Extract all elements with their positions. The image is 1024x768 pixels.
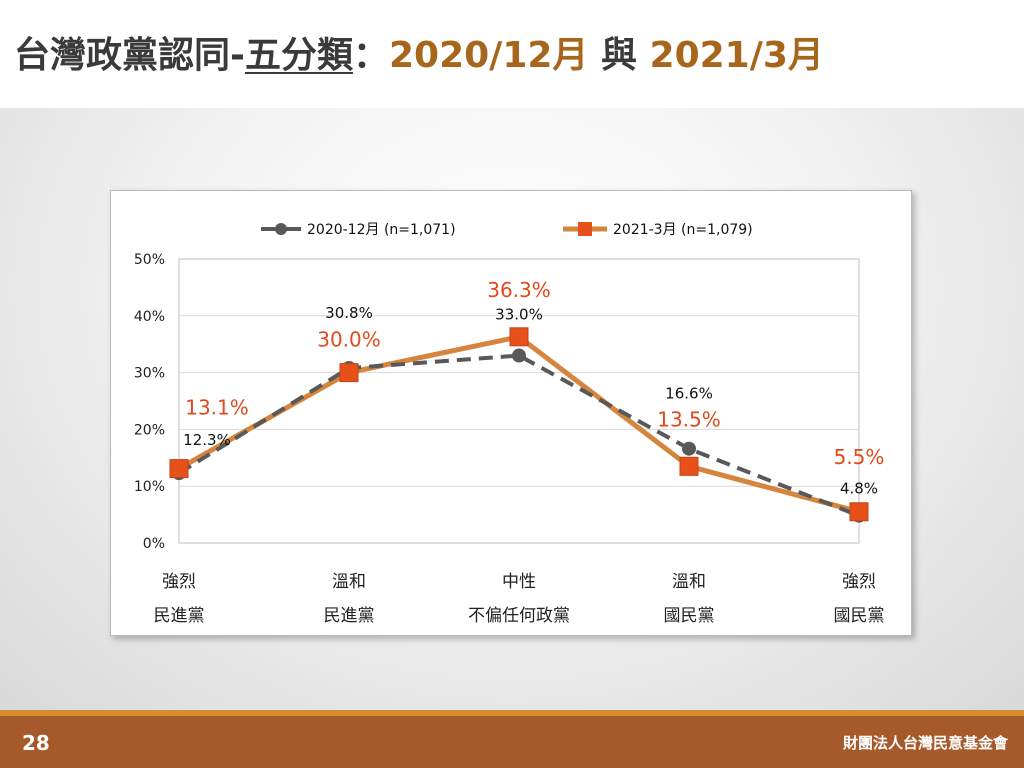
x-tick-label: 國民黨 [834, 606, 885, 626]
series-line-2021 [177, 334, 860, 515]
x-tick-label: 強烈 [842, 572, 876, 592]
legend-marker-2021 [578, 222, 592, 236]
plot-area [178, 258, 860, 544]
series-line-2020 [177, 353, 860, 518]
x-tick-label: 民進黨 [324, 606, 375, 626]
y-tick-label: 0% [143, 536, 165, 552]
footer-accent-line [0, 710, 1024, 716]
data-label-2020: 16.6% [665, 385, 713, 403]
x-tick-label: 強烈 [162, 572, 196, 592]
data-label-2020: 12.3% [183, 431, 231, 449]
x-tick-label: 溫和 [332, 572, 366, 592]
data-label-2021: 30.0% [317, 328, 381, 352]
point-2021 [339, 363, 359, 383]
point-2020 [512, 348, 526, 363]
slide-title: 台灣政黨認同-五分類：2020/12月 與 2021/3月 [14, 26, 824, 82]
organization-name: 財團法人台灣民意基金會 [842, 734, 1008, 752]
data-label-2021: 5.5% [834, 445, 885, 469]
point-2021 [169, 459, 189, 479]
x-tick-label: 中性 [502, 572, 536, 592]
data-label-2020: 4.8% [840, 480, 878, 498]
legend-marker-2020 [275, 223, 287, 235]
point-2020 [682, 441, 696, 456]
data-label-2021: 13.1% [185, 396, 249, 420]
legend-label-2021: 2021-3月 (n=1,079) [613, 222, 753, 238]
point-2021 [679, 456, 699, 476]
x-tick-label: 溫和 [672, 572, 706, 592]
y-tick-label: 10% [134, 479, 165, 495]
title-main: 台灣政黨認同- [14, 35, 245, 76]
title-colon: ： [352, 35, 389, 76]
x-tick-label: 民進黨 [154, 606, 205, 626]
x-tick-label: 國民黨 [664, 606, 715, 626]
page-number: 28 [22, 731, 50, 755]
y-tick-label: 20% [134, 422, 165, 438]
title-underlined: 五分類 [244, 35, 353, 76]
title-bar: 台灣政黨認同-五分類：2020/12月 與 2021/3月 [0, 0, 1024, 108]
y-tick-label: 50% [134, 252, 165, 268]
data-label-2021: 36.3% [487, 278, 551, 302]
title-date-2: 2021/3月 [649, 35, 824, 76]
point-2021 [849, 502, 869, 522]
point-2021 [509, 327, 529, 347]
data-label-2021: 13.5% [657, 407, 721, 431]
y-tick-label: 40% [134, 309, 165, 325]
footer-bar: 28 財團法人台灣民意基金會 [0, 716, 1024, 768]
title-connector: 與 [588, 35, 650, 76]
title-date-1: 2020/12月 [388, 35, 589, 76]
y-tick-label: 30% [134, 366, 165, 382]
legend-label-2020: 2020-12月 (n=1,071) [307, 222, 456, 238]
x-tick-label: 不偏任何政黨 [468, 606, 570, 626]
data-label-2020: 33.0% [495, 306, 543, 324]
chart-frame: 0% 10% 20% 30% 40% 50% 強烈民進黨 溫和民進黨 中性不偏任何政黨 溫和國民黨… [110, 190, 912, 636]
data-label-2020: 30.8% [325, 304, 373, 322]
